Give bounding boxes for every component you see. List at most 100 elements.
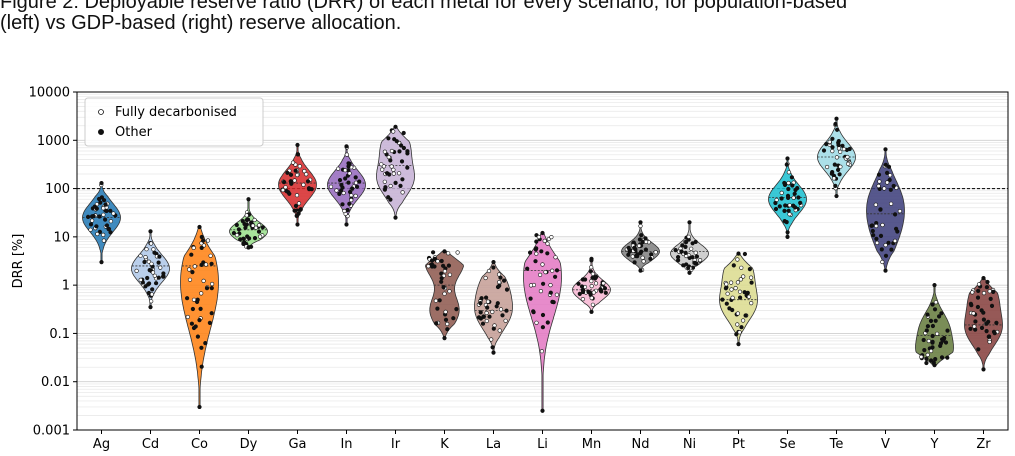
scenario-point-other (154, 281, 159, 286)
scenario-point-fully-decarbonised (143, 255, 148, 260)
x-tick-label-ir: Ir (391, 437, 401, 452)
scenario-point-fully-decarbonised (185, 314, 190, 320)
scenario-point-other (343, 176, 348, 181)
scenario-point-fully-decarbonised (296, 201, 302, 206)
legend-marker-fully-decarbonised (98, 109, 104, 115)
scenario-point-fully-decarbonised (503, 318, 508, 323)
x-tick-label-mn: Mn (582, 437, 601, 452)
scenario-point-fully-decarbonised (787, 203, 792, 208)
scenario-point-other (785, 156, 790, 161)
scenario-point-other (870, 228, 875, 234)
scenario-point-fully-decarbonised (845, 161, 851, 166)
scenario-point-other (724, 301, 729, 306)
scenario-point-fully-decarbonised (328, 184, 334, 189)
scenario-point-other (548, 290, 553, 295)
scenario-point-fully-decarbonised (192, 264, 197, 269)
scenario-point-other (785, 195, 791, 200)
x-tick-label-v: V (881, 437, 890, 452)
scenario-point-other (924, 328, 929, 333)
scenario-point-other (97, 214, 102, 219)
scenario-point-fully-decarbonised (151, 247, 156, 252)
scenario-point-fully-decarbonised (883, 243, 888, 248)
scenario-point-other (790, 183, 795, 188)
scenario-point-other (683, 250, 688, 255)
scenario-point-other (150, 287, 155, 292)
scenario-point-other (190, 306, 195, 312)
scenario-point-other (874, 236, 879, 241)
y-tick-label: 10000 (29, 86, 70, 101)
scenario-point-other (693, 239, 698, 244)
scenario-point-fully-decarbonised (838, 149, 843, 154)
scenario-point-fully-decarbonised (138, 277, 143, 283)
scenario-point-other (683, 244, 688, 249)
scenario-point-other (643, 236, 648, 241)
scenario-point-other (633, 253, 639, 259)
scenario-point-other (198, 306, 203, 312)
scenario-point-other (478, 310, 483, 315)
scenario-point-other (197, 224, 202, 230)
scenario-point-other (933, 357, 938, 362)
scenario-point-fully-decarbonised (543, 270, 548, 275)
scenario-point-other (824, 142, 829, 147)
scenario-point-fully-decarbonised (391, 167, 396, 172)
scenario-point-other (405, 165, 410, 170)
scenario-point-other (285, 170, 290, 175)
scenario-point-other (306, 186, 312, 191)
scenario-point-fully-decarbonised (589, 284, 594, 289)
scenario-point-other (930, 302, 935, 307)
scenario-point-other (939, 355, 945, 360)
scenario-point-other (393, 124, 398, 129)
scenario-point-fully-decarbonised (447, 272, 453, 277)
scenario-point-other (284, 189, 289, 194)
scenario-point-other (832, 162, 837, 167)
scenario-point-other (243, 225, 248, 230)
scenario-point-other (638, 268, 643, 273)
scenario-point-other (579, 284, 585, 289)
scenario-point-other (932, 283, 937, 288)
y-axis-label: DRR [%] (11, 234, 26, 289)
scenario-point-other (99, 260, 104, 265)
scenario-point-other (437, 298, 442, 303)
scenario-point-fully-decarbonised (824, 164, 830, 170)
scenario-point-fully-decarbonised (987, 339, 992, 345)
scenario-point-other (833, 121, 838, 127)
scenario-point-fully-decarbonised (689, 246, 694, 251)
scenario-point-fully-decarbonised (498, 307, 504, 312)
scenario-point-fully-decarbonised (640, 255, 645, 260)
scenario-point-other (504, 287, 510, 292)
scenario-point-other (242, 221, 247, 227)
scenario-point-other (445, 327, 450, 332)
scenario-point-other (932, 307, 938, 312)
scenario-point-fully-decarbonised (786, 180, 791, 186)
scenario-point-other (339, 188, 344, 193)
scenario-point-other (197, 404, 202, 410)
scenario-point-other (540, 325, 546, 330)
y-tick-label: 0.001 (33, 424, 70, 439)
scenario-point-other (986, 334, 991, 339)
scenario-point-fully-decarbonised (191, 297, 197, 302)
scenario-point-other (439, 276, 444, 281)
scenario-point-fully-decarbonised (257, 223, 262, 228)
scenario-point-other (242, 240, 247, 245)
scenario-point-fully-decarbonised (554, 292, 560, 297)
scenario-point-fully-decarbonised (827, 139, 832, 144)
scenario-point-other (145, 275, 150, 281)
scenario-point-other (786, 208, 791, 213)
scenario-point-other (603, 290, 608, 295)
scenario-point-other (540, 312, 546, 318)
scenario-point-other (639, 249, 644, 254)
y-tick-label: 0.01 (41, 375, 70, 390)
scenario-point-other (401, 130, 406, 136)
scenario-point-other (922, 348, 927, 353)
scenario-point-fully-decarbonised (630, 254, 635, 259)
scenario-point-other (930, 333, 935, 339)
scenario-point-fully-decarbonised (830, 149, 835, 154)
scenario-point-other (683, 240, 689, 245)
scenario-point-other (241, 236, 246, 241)
scenario-point-fully-decarbonised (483, 275, 488, 281)
scenario-point-fully-decarbonised (591, 290, 596, 295)
scenario-point-fully-decarbonised (490, 309, 495, 315)
scenario-point-fully-decarbonised (258, 234, 263, 239)
scenario-point-fully-decarbonised (589, 295, 594, 301)
scenario-point-fully-decarbonised (972, 324, 977, 329)
